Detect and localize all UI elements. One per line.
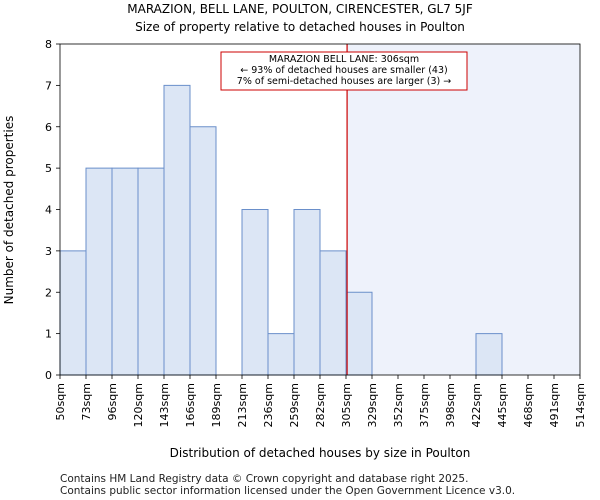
x-tick-label: 422sqm — [470, 383, 483, 427]
x-tick-label: 305sqm — [340, 383, 353, 427]
x-tick-label: 329sqm — [366, 383, 379, 427]
marker-annotation: MARAZION BELL LANE: 306sqm ← 93% of deta… — [220, 51, 468, 91]
histogram-bar — [189, 126, 217, 376]
histogram-chart: 0 1 2 3 4 5 6 7 8 50sqm 73sqm 96sqm 120sqm 143sqm 166… — [2, 38, 587, 460]
x-tick-label: 120sqm — [132, 383, 145, 427]
x-tick-label: 259sqm — [288, 383, 301, 427]
x-tick-label: 514sqm — [574, 383, 587, 427]
annotation-line-2: ← 93% of detached houses are smaller (43… — [240, 65, 447, 76]
y-tick-label: 5 — [45, 162, 52, 175]
histogram-bar — [475, 333, 503, 376]
y-tick-label: 1 — [45, 328, 52, 341]
x-tick-label: 143sqm — [158, 383, 171, 427]
larger-region-shading — [347, 44, 580, 375]
x-tick-label: 189sqm — [210, 383, 223, 427]
footer-line-2: Contains public sector information licen… — [60, 485, 516, 497]
footer-line-1: Contains HM Land Registry data © Crown c… — [60, 473, 469, 485]
histogram-bar — [345, 291, 373, 376]
x-tick-label: 96sqm — [106, 383, 119, 420]
y-tick-label: 7 — [45, 79, 52, 92]
y-tick-label: 4 — [45, 204, 52, 217]
chart-title: MARAZION, BELL LANE, POULTON, CIRENCESTE… — [127, 2, 473, 16]
x-tick-label: 375sqm — [418, 383, 431, 427]
y-tick-label: 6 — [45, 121, 52, 134]
x-tick-label: 491sqm — [548, 383, 561, 427]
histogram-bar — [267, 333, 295, 376]
histogram-bar — [163, 84, 191, 376]
y-tick-label: 8 — [45, 38, 52, 51]
histogram-bar — [85, 167, 113, 376]
x-tick-label: 468sqm — [522, 383, 535, 427]
histogram-bar — [137, 167, 165, 376]
histogram-bar — [241, 209, 269, 376]
y-tick-label: 3 — [45, 245, 52, 258]
x-tick-label: 73sqm — [80, 383, 93, 420]
annotation-box — [220, 51, 468, 91]
x-axis-label: Distribution of detached houses by size … — [170, 446, 471, 460]
x-tick-label: 352sqm — [392, 383, 405, 427]
histogram-bar — [59, 250, 87, 376]
chart-subtitle: Size of property relative to detached ho… — [135, 20, 465, 34]
x-tick-label: 282sqm — [314, 383, 327, 427]
x-tick-label: 213sqm — [236, 383, 249, 427]
histogram-bar — [111, 167, 139, 376]
y-axis-label: Number of detached properties — [2, 116, 16, 305]
histogram-bar — [319, 250, 347, 376]
x-tick-label: 50sqm — [54, 383, 67, 420]
y-tick-label: 0 — [45, 369, 52, 382]
y-tick-label: 2 — [45, 286, 52, 299]
x-tick-label: 236sqm — [262, 383, 275, 427]
x-tick-label: 166sqm — [184, 383, 197, 427]
x-tick-label: 445sqm — [496, 383, 509, 427]
x-tick-label: 398sqm — [444, 383, 457, 427]
histogram-bar — [293, 209, 321, 376]
annotation-line-1: MARAZION BELL LANE: 306sqm — [269, 54, 419, 65]
annotation-line-3: 7% of semi-detached houses are larger (3… — [237, 76, 451, 87]
